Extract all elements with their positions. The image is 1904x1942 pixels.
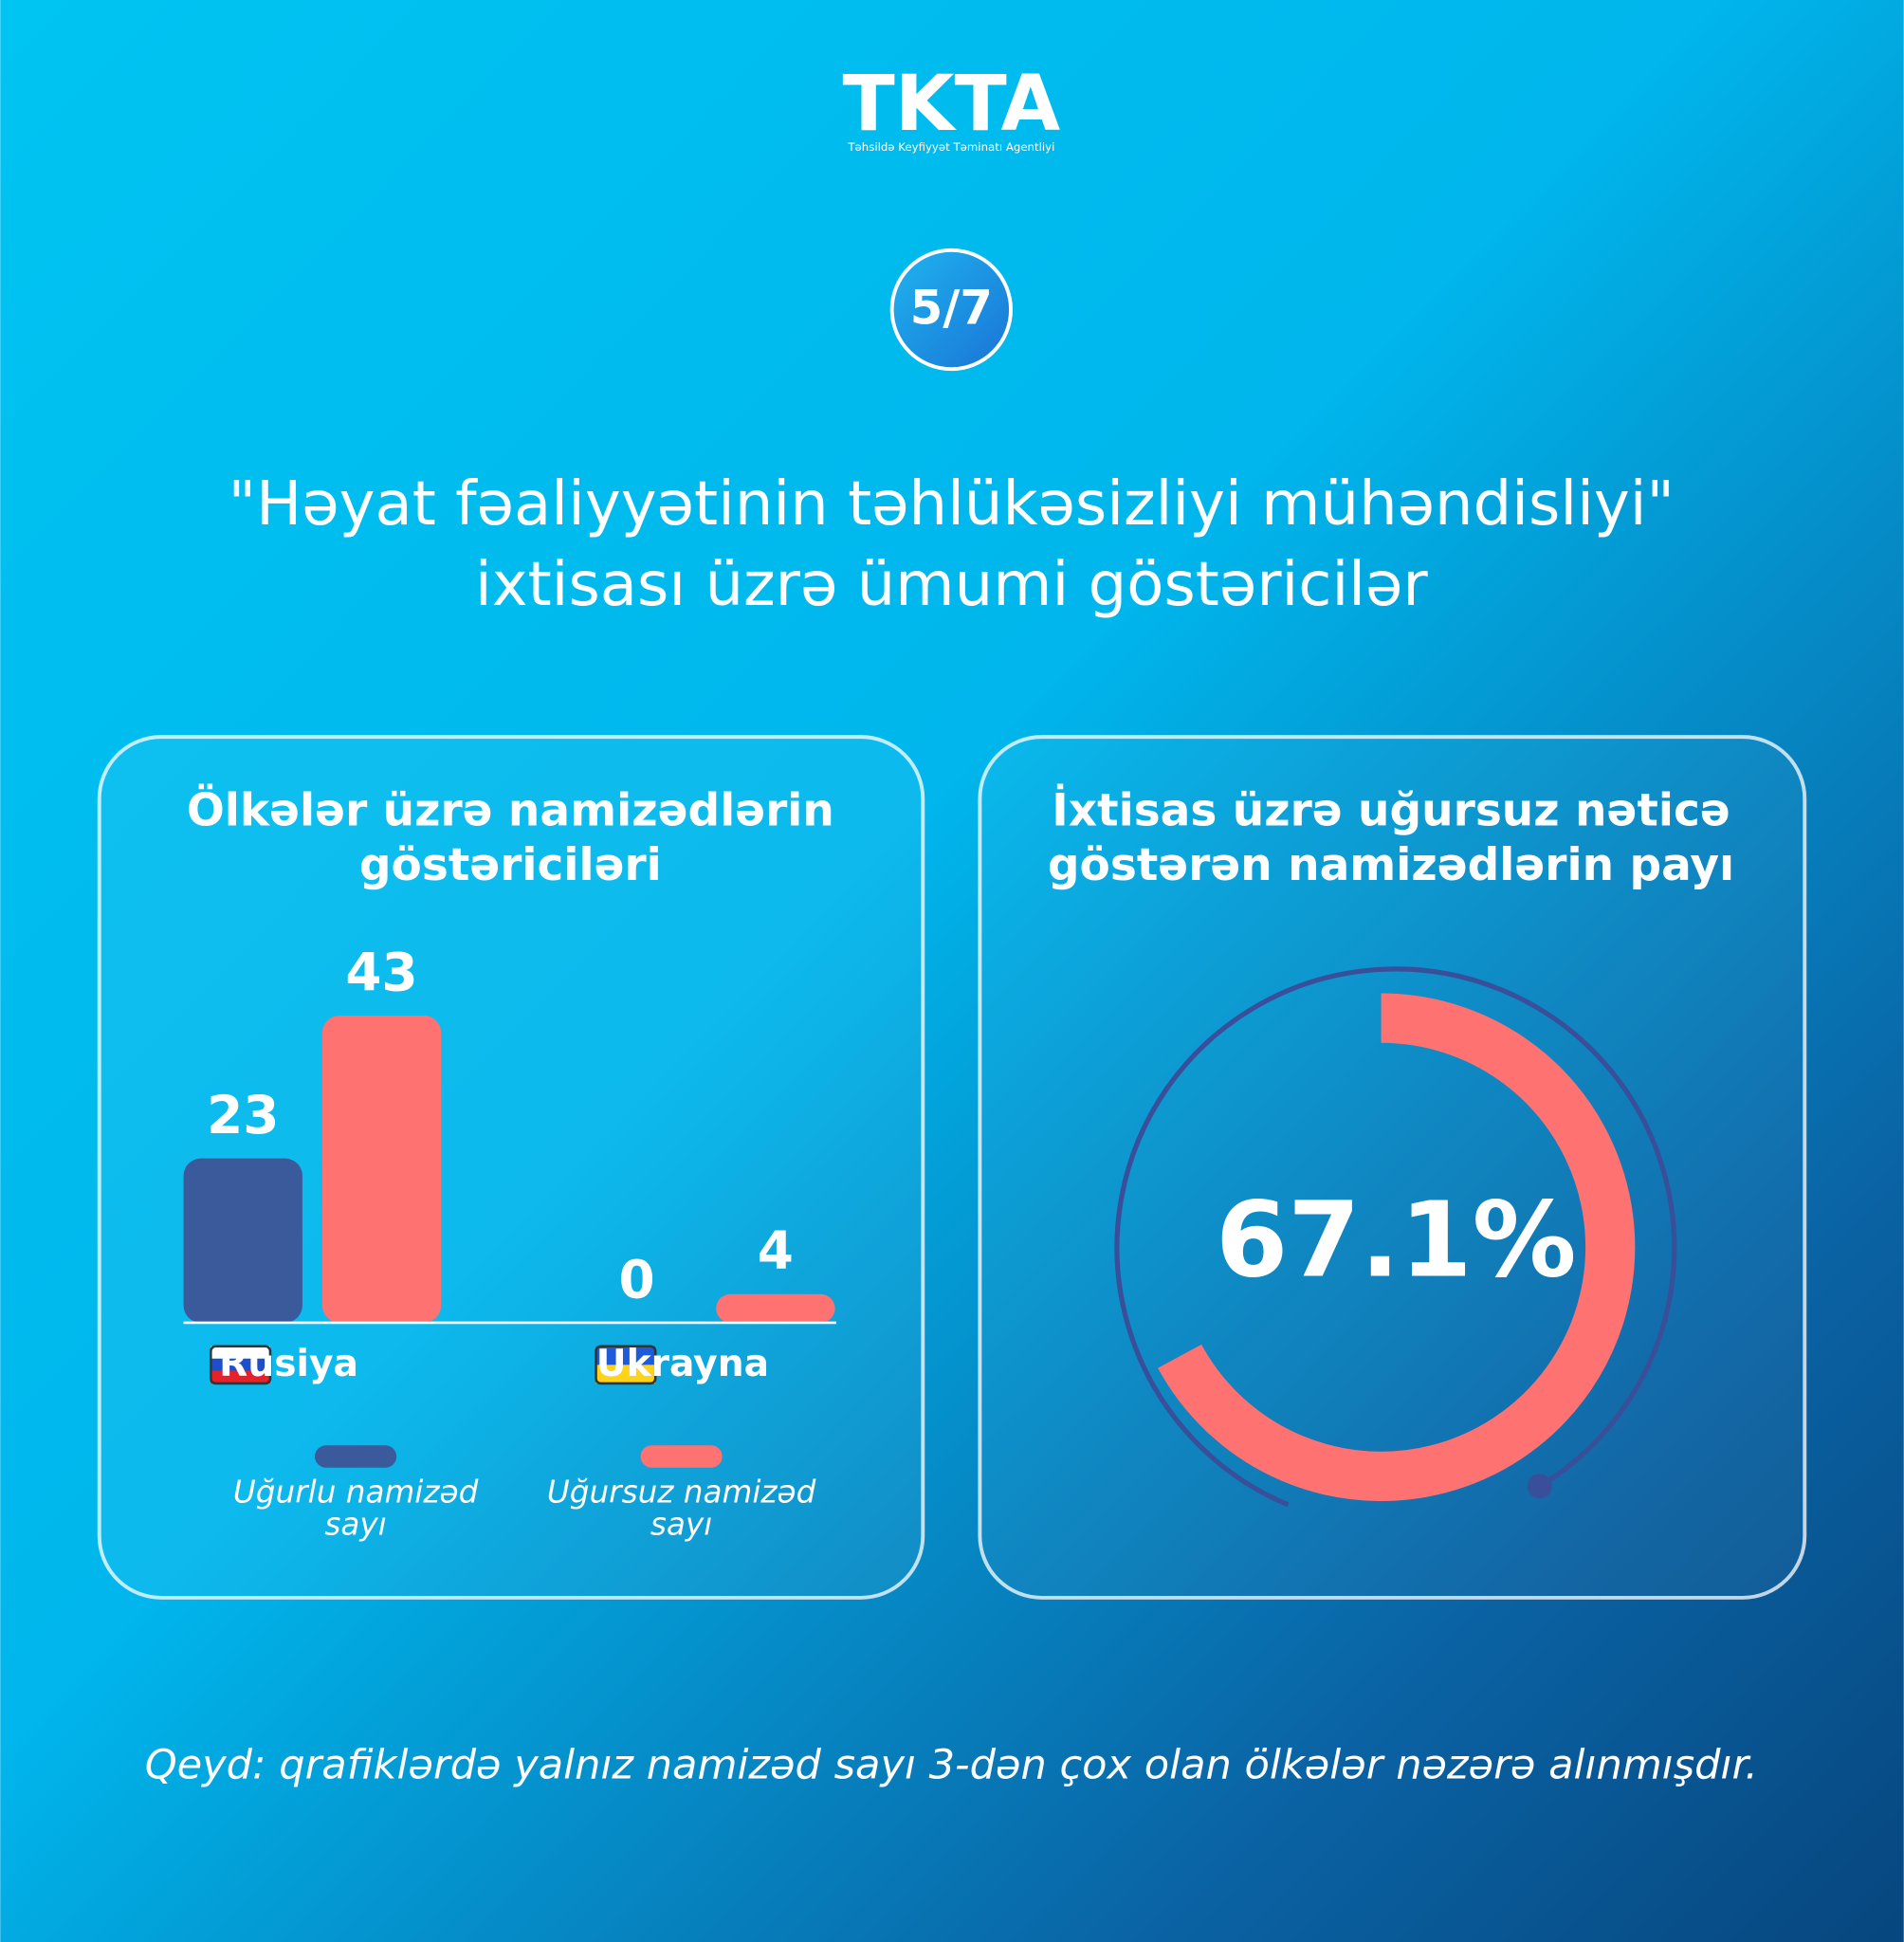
value-label: 43 [345,942,417,1002]
chart-title: göstəriciləri [359,839,662,891]
chart-title: Ölkələr üzrə namizədlərin [187,785,834,837]
donut-segment [1158,993,1636,1502]
main-title: "Həyat fəaliyyətinin təhlükəsizliyi mühə… [229,469,1675,540]
logo-tagline: Təhsildə Keyfiyyət Təminatı Agentliyi [847,140,1054,154]
value-label: 23 [207,1085,279,1145]
main-title: ixtisası üzrə ümumi göstəricilər [475,550,1429,620]
value-label: 4 [758,1220,794,1281]
donut-label: 67.1% [1216,1180,1577,1301]
legend-entry: Uğurlu namizəd sayı [232,1475,479,1543]
flag-russia [209,1345,272,1385]
bar [716,1293,835,1323]
page-badge: 5/7 [910,280,993,335]
note: Qeyd: qrafiklərdə yalnız namizəd sayı 3-… [145,1741,1758,1788]
value-label: 0 [619,1249,655,1310]
legend-label: Uğurlu namizəd sayı [232,1475,479,1543]
category-label: Ukrayna [596,1343,769,1385]
bar [183,1158,302,1323]
legend-swatch [640,1445,723,1468]
legend-swatch [315,1445,397,1468]
chart-title: İxtisas üzrə uğursuz nəticə [1052,785,1730,837]
flag-ukraine [595,1345,657,1385]
chart-title: göstərən namizədlərin payı [1048,839,1734,891]
donut-track [1114,966,1677,1508]
donut-track-dot [1527,1474,1552,1499]
logo: TKTA [843,60,1061,149]
category-label: Rusiya [219,1343,358,1385]
bar [321,1016,442,1323]
legend-entry: Uğursuz namizəd sayı [546,1475,816,1543]
badge-circle [889,247,1013,372]
card [97,735,925,1600]
legend-label: Uğursuz namizəd sayı [546,1475,816,1543]
